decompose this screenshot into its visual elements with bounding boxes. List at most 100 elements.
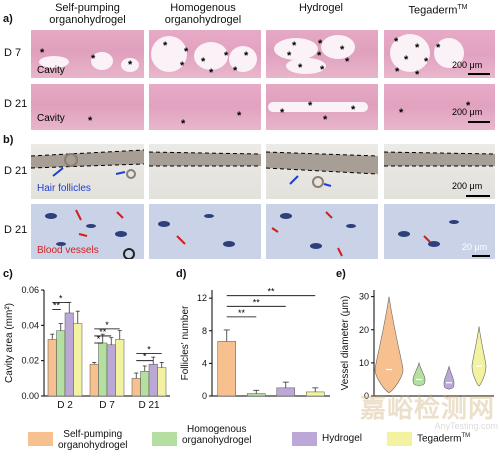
legend-label-homogenous-1: Homogenous bbox=[187, 424, 247, 435]
cavity-bar bbox=[148, 363, 158, 397]
follicles-bar bbox=[247, 393, 266, 397]
he-tile-self-pumping-d7: * * * Cavity bbox=[31, 30, 144, 78]
ihc-tile-tegaderm-vessel: 20 μm bbox=[384, 204, 495, 259]
cavity-ytick-label: 0.02 bbox=[21, 356, 39, 366]
hair-follicles-label: Hair follicles bbox=[37, 183, 91, 194]
he-tile-hydrogel-d21: * * * * bbox=[266, 84, 378, 130]
cavity-sig-label: * bbox=[147, 345, 151, 355]
cavity-ylabel: Cavity area (mm²) bbox=[4, 303, 15, 383]
panel-b-label: b) bbox=[3, 134, 14, 146]
panel-d-label: d) bbox=[176, 268, 187, 280]
vessel-ytick-label: 20 bbox=[359, 325, 369, 335]
follicles-bar bbox=[276, 387, 295, 397]
legend-label-self-pumping-2: organohydrogel bbox=[58, 440, 128, 451]
blood-vessels-label: Blood vessels bbox=[37, 245, 99, 256]
follicles-bar bbox=[306, 391, 325, 397]
cavity-sig-label: * bbox=[105, 320, 109, 330]
row-label-d21: D 21 bbox=[4, 98, 28, 110]
vessel-violin bbox=[412, 361, 426, 387]
cavity-bar bbox=[157, 367, 167, 397]
he-tile-homogenous-d21: * * bbox=[149, 84, 261, 130]
he-tile-tegaderm-d21: * * 200 μm bbox=[384, 84, 495, 130]
column-header-tegaderm: TegadermTM bbox=[408, 4, 468, 17]
scalebar-a2 bbox=[468, 121, 490, 123]
legend-swatch-hydrogel bbox=[292, 432, 317, 446]
legend-item-self-pumping: Self-pumping organohydrogel bbox=[28, 429, 148, 457]
he-tile-self-pumping-d21: * Cavity bbox=[31, 84, 144, 130]
row-label-d7: D 7 bbox=[4, 47, 22, 59]
cavity-sig-label: * bbox=[59, 293, 63, 303]
chart-follicles-number: 0 4 8 12 Follicles' number ** ** ** bbox=[180, 287, 330, 401]
follicles-ytick-label: 0 bbox=[202, 391, 207, 401]
cavity-bar bbox=[98, 342, 108, 397]
legend-item-homogenous: Homogenous organohydrogel bbox=[152, 424, 272, 454]
follicles-ylabel: Follicles' number bbox=[180, 305, 191, 380]
vessel-ytick-label: 10 bbox=[359, 358, 369, 368]
chart-vessel-diameter: 0 10 20 30 Vessel diameter (μm) bbox=[340, 290, 494, 401]
cavity-label-d7: Cavity bbox=[37, 65, 65, 76]
cavity-category-label: D 7 bbox=[99, 400, 115, 411]
cavity-ytick-label: 0.04 bbox=[21, 320, 39, 330]
he-tile-tegaderm-d7: * * * * * * * 200 μm bbox=[384, 30, 495, 78]
follicles-sig-label: ** bbox=[253, 297, 261, 307]
cavity-category-label: D 2 bbox=[57, 400, 73, 411]
legend-swatch-self-pumping bbox=[28, 432, 53, 446]
row-label-b-d21-hair: D 21 bbox=[4, 165, 28, 177]
chart-cavity-area: 0.00 0.02 0.04 0.06 Cavity area (mm²) D 2 D 7 D… bbox=[4, 285, 170, 411]
vessel-ytick-label: 0 bbox=[364, 391, 369, 401]
follicles-sig-label: ** bbox=[238, 308, 246, 318]
column-header-hydrogel: Hydrogel bbox=[298, 2, 344, 14]
legend-label-hydrogel: Hydrogel bbox=[322, 433, 363, 444]
cavity-bar bbox=[140, 371, 150, 397]
follicles-ytick-label: 8 bbox=[202, 326, 207, 336]
legend-label-tegaderm-tm: TM bbox=[461, 433, 471, 439]
scale-label-b1: 200 μm bbox=[452, 181, 483, 191]
legend-swatch-tegaderm bbox=[387, 432, 412, 446]
scale-label-b2: 20 μm bbox=[462, 242, 488, 252]
follicles-bar bbox=[217, 341, 236, 397]
vessel-ytick-label: 30 bbox=[359, 292, 369, 302]
cavity-bar bbox=[64, 312, 74, 397]
legend-swatch-homogenous bbox=[152, 432, 177, 446]
watermark-sub: AnyTesting.com bbox=[434, 421, 498, 431]
ihc-tile-tegaderm-hair: 200 μm bbox=[384, 144, 495, 199]
cavity-sig-label: * bbox=[143, 352, 147, 362]
he-tile-hydrogel-d7: * * * * * * * * bbox=[266, 30, 378, 78]
follicles-ytick-label: 4 bbox=[202, 358, 207, 368]
scale-label-a2: 200 μm bbox=[452, 107, 483, 117]
watermark: 嘉峪检测网 AnyTesting.com bbox=[360, 388, 498, 431]
cavity-bar bbox=[56, 330, 66, 397]
ihc-tile-hydrogel-hair bbox=[266, 144, 378, 199]
cavity-ytick-label: 0.00 bbox=[21, 391, 39, 401]
ihc-tile-self-pumping-vessel: Blood vessels bbox=[31, 204, 144, 259]
cavity-label-d21: Cavity bbox=[37, 113, 65, 124]
legend: Self-pumping organohydrogel Homogenous o… bbox=[0, 424, 500, 457]
legend-item-tegaderm: TegadermTM bbox=[387, 432, 497, 448]
vessel-violin bbox=[471, 326, 487, 387]
panel-a-label: a) bbox=[3, 13, 13, 25]
cavity-sig-label: ** bbox=[53, 300, 61, 310]
cavity-bar bbox=[106, 344, 116, 397]
cavity-sig-label: * bbox=[97, 334, 101, 344]
he-tile-homogenous-d7: * * * * * * * * bbox=[149, 30, 261, 78]
cavity-bar bbox=[89, 363, 99, 397]
watermark-text: 嘉峪检测网 bbox=[360, 394, 496, 424]
cavity-bar bbox=[73, 323, 83, 397]
follicles-sig-label: ** bbox=[267, 287, 275, 297]
cavity-sig-label: ** bbox=[99, 327, 107, 337]
scalebar-b1 bbox=[466, 195, 490, 197]
column-header-homogenous: Homogenous organohydrogel bbox=[164, 2, 242, 26]
cavity-category-label: D 21 bbox=[138, 400, 160, 411]
cavity-bar bbox=[131, 378, 141, 397]
ihc-tile-hydrogel-vessel bbox=[266, 204, 378, 259]
scalebar-a1 bbox=[468, 73, 490, 75]
ihc-tile-homogenous-hair bbox=[149, 144, 261, 199]
scale-label-a1: 200 μm bbox=[452, 60, 483, 70]
row-label-b-d21-vessel: D 21 bbox=[4, 224, 28, 236]
legend-label-self-pumping-1: Self-pumping bbox=[63, 429, 123, 440]
scalebar-b2 bbox=[472, 255, 490, 257]
legend-label-tegaderm: Tegaderm bbox=[417, 433, 462, 445]
cavity-ytick-label: 0.06 bbox=[21, 285, 39, 295]
vessel-ylabel: Vessel diameter (μm) bbox=[340, 296, 351, 391]
ihc-tile-homogenous-vessel bbox=[149, 204, 261, 259]
